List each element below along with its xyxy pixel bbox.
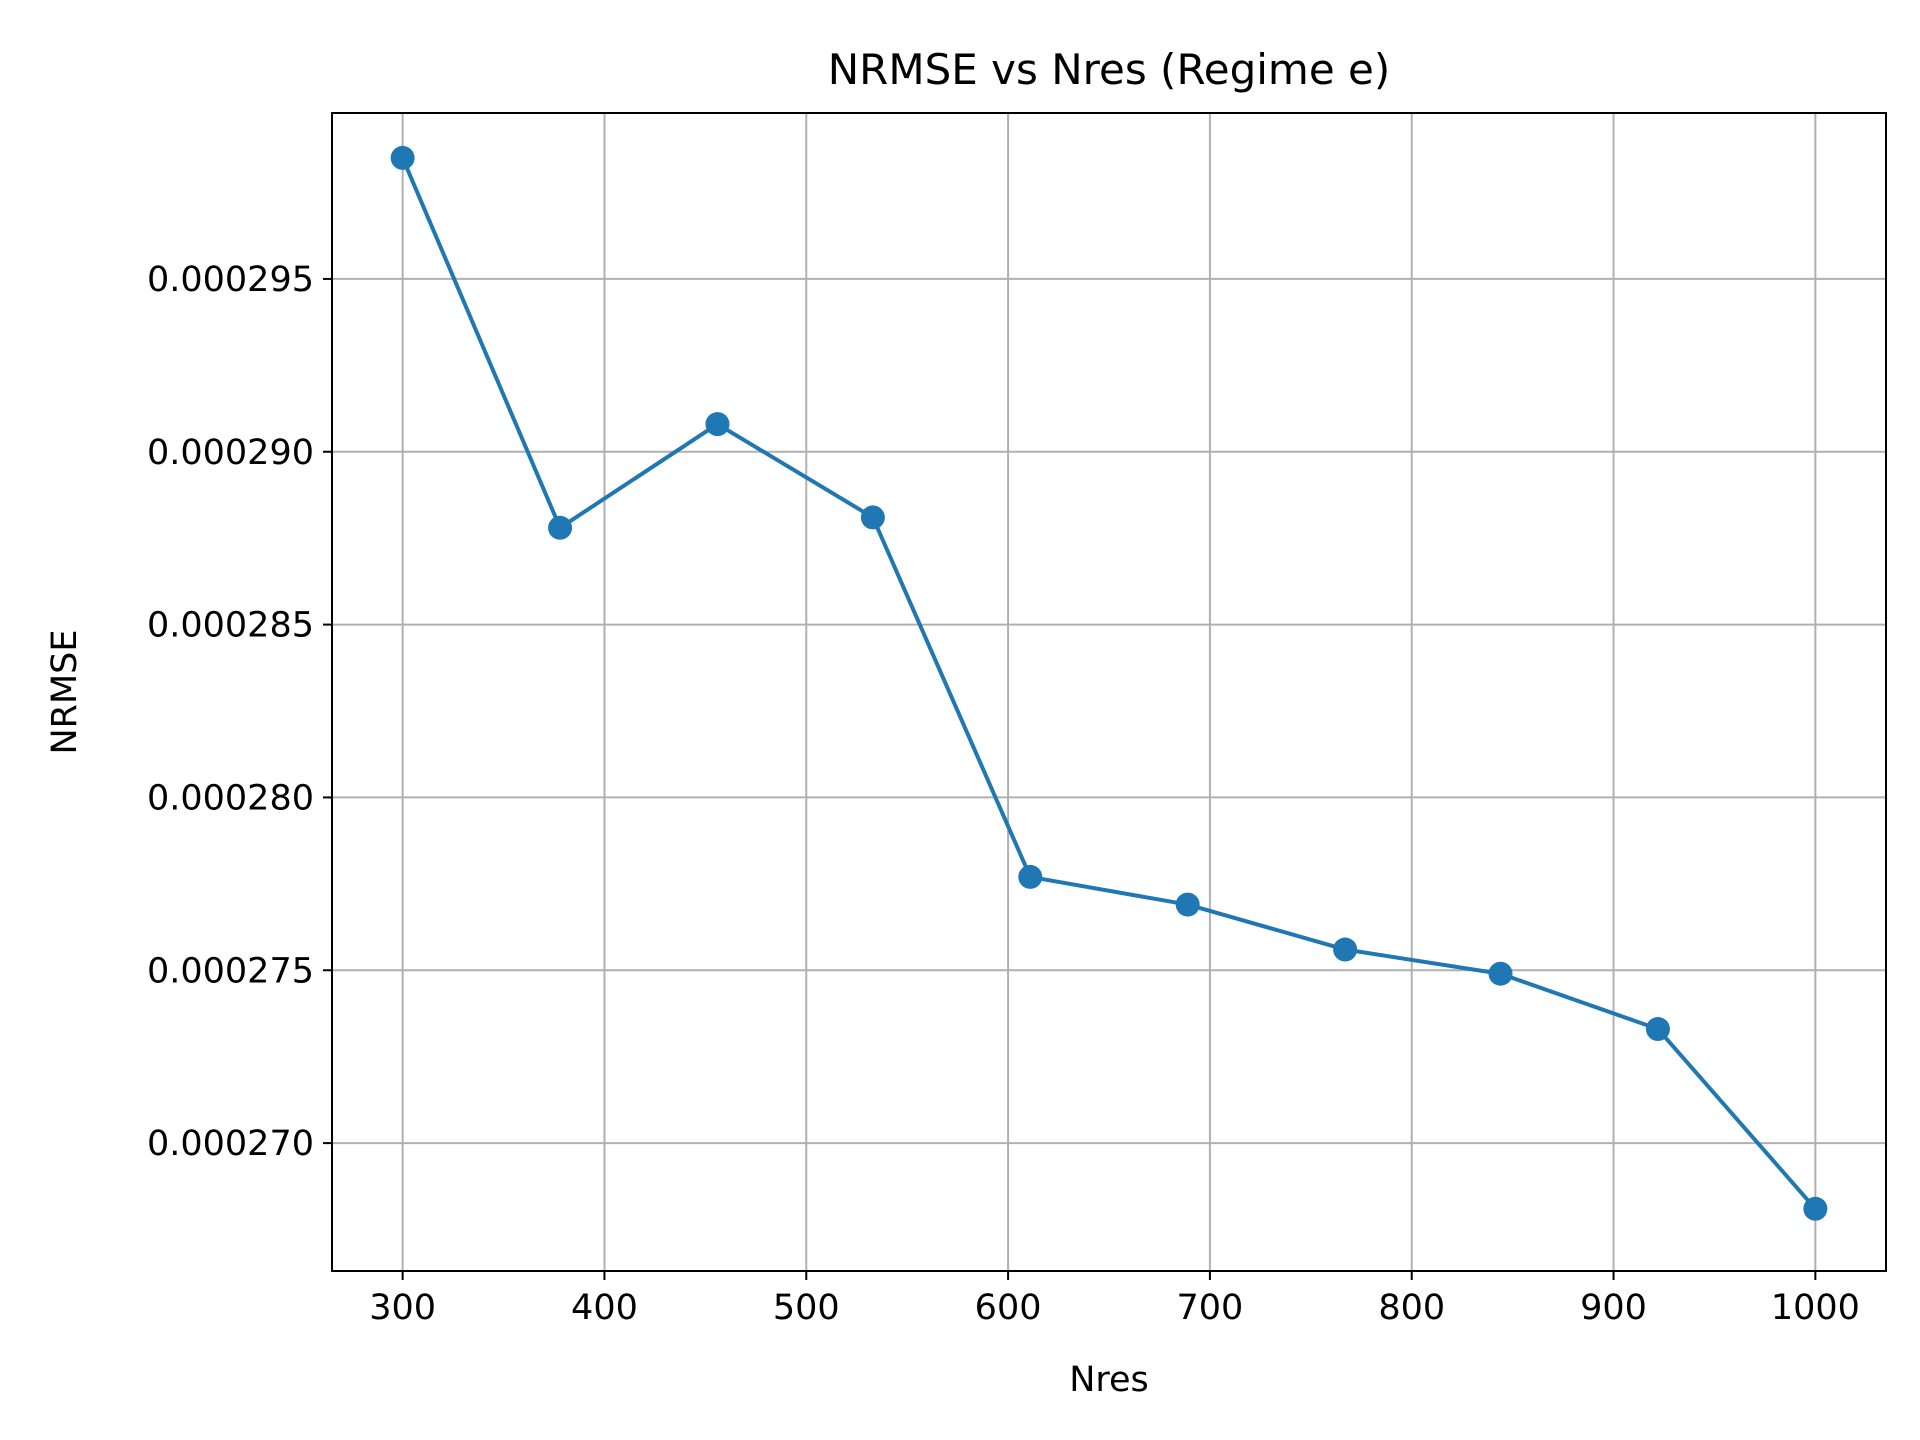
data-point [1333, 937, 1358, 962]
data-point [1803, 1196, 1828, 1221]
data-point [1175, 892, 1200, 917]
y-tick-label: 0.000280 [147, 778, 314, 818]
x-tick-label: 1000 [1771, 1288, 1860, 1328]
data-series [390, 145, 1828, 1221]
y-tick-label: 0.000285 [147, 606, 314, 646]
data-point [1645, 1017, 1670, 1042]
y-tick-label: 0.000275 [147, 951, 314, 991]
x-tick-label: 300 [369, 1288, 436, 1328]
x-tick-label: 700 [1177, 1288, 1244, 1328]
axis-ticks: 300 400 500 600 700 800 900 1000 0.000270 0.00027… [147, 260, 1860, 1328]
y-tick-label: 0.000295 [147, 260, 314, 300]
grid-lines [332, 113, 1886, 1271]
data-point [1018, 864, 1043, 889]
data-point [860, 505, 885, 530]
data-point [705, 412, 730, 437]
y-tick-label: 0.000270 [147, 1124, 314, 1164]
x-axis-title: Nres [1069, 1360, 1149, 1400]
chart-title: NRMSE vs Nres (Regime e) [828, 45, 1391, 94]
x-tick-label: 600 [975, 1288, 1042, 1328]
x-tick-label: 500 [773, 1288, 840, 1328]
data-point [1488, 961, 1513, 986]
y-tick-label: 0.000290 [147, 433, 314, 473]
series-line [400, 157, 1817, 1211]
x-tick-label: 400 [571, 1288, 638, 1328]
y-axis-title: NRMSE [45, 629, 85, 754]
data-point [390, 145, 415, 170]
x-tick-label: 900 [1580, 1288, 1647, 1328]
plot-frame [331, 112, 1887, 1272]
x-tick-label: 800 [1378, 1288, 1445, 1328]
data-point [548, 515, 573, 540]
